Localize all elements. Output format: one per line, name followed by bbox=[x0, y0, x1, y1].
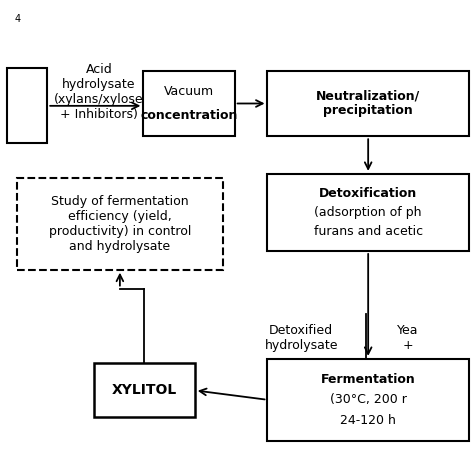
Text: concentration: concentration bbox=[140, 109, 237, 122]
FancyBboxPatch shape bbox=[267, 359, 469, 441]
Text: (adsorption of ph: (adsorption of ph bbox=[314, 206, 422, 219]
FancyBboxPatch shape bbox=[8, 68, 47, 143]
Text: Yea
+: Yea + bbox=[397, 324, 419, 352]
Text: Study of fermentation
efficiency (yield,
productivity) in control
and hydrolysat: Study of fermentation efficiency (yield,… bbox=[49, 195, 191, 253]
Text: 4: 4 bbox=[15, 15, 20, 25]
FancyBboxPatch shape bbox=[267, 174, 469, 251]
FancyBboxPatch shape bbox=[267, 71, 469, 137]
Text: Detoxification: Detoxification bbox=[319, 187, 417, 200]
Text: Vacuum: Vacuum bbox=[164, 85, 214, 98]
Text: (30°C, 200 r: (30°C, 200 r bbox=[330, 393, 407, 406]
Text: Acid
hydrolysate
(xylans/xylose
+ Inhibitors): Acid hydrolysate (xylans/xylose + Inhibi… bbox=[54, 63, 144, 121]
FancyBboxPatch shape bbox=[143, 71, 235, 137]
FancyBboxPatch shape bbox=[17, 178, 223, 270]
Text: Detoxified
hydrolysate: Detoxified hydrolysate bbox=[264, 324, 338, 352]
Text: furans and acetic: furans and acetic bbox=[314, 225, 423, 238]
Text: Fermentation: Fermentation bbox=[321, 373, 416, 386]
Text: Neutralization/
precipitation: Neutralization/ precipitation bbox=[316, 90, 420, 118]
FancyBboxPatch shape bbox=[94, 364, 195, 417]
Text: 24-120 h: 24-120 h bbox=[340, 414, 396, 427]
Text: XYLITOL: XYLITOL bbox=[112, 383, 177, 397]
